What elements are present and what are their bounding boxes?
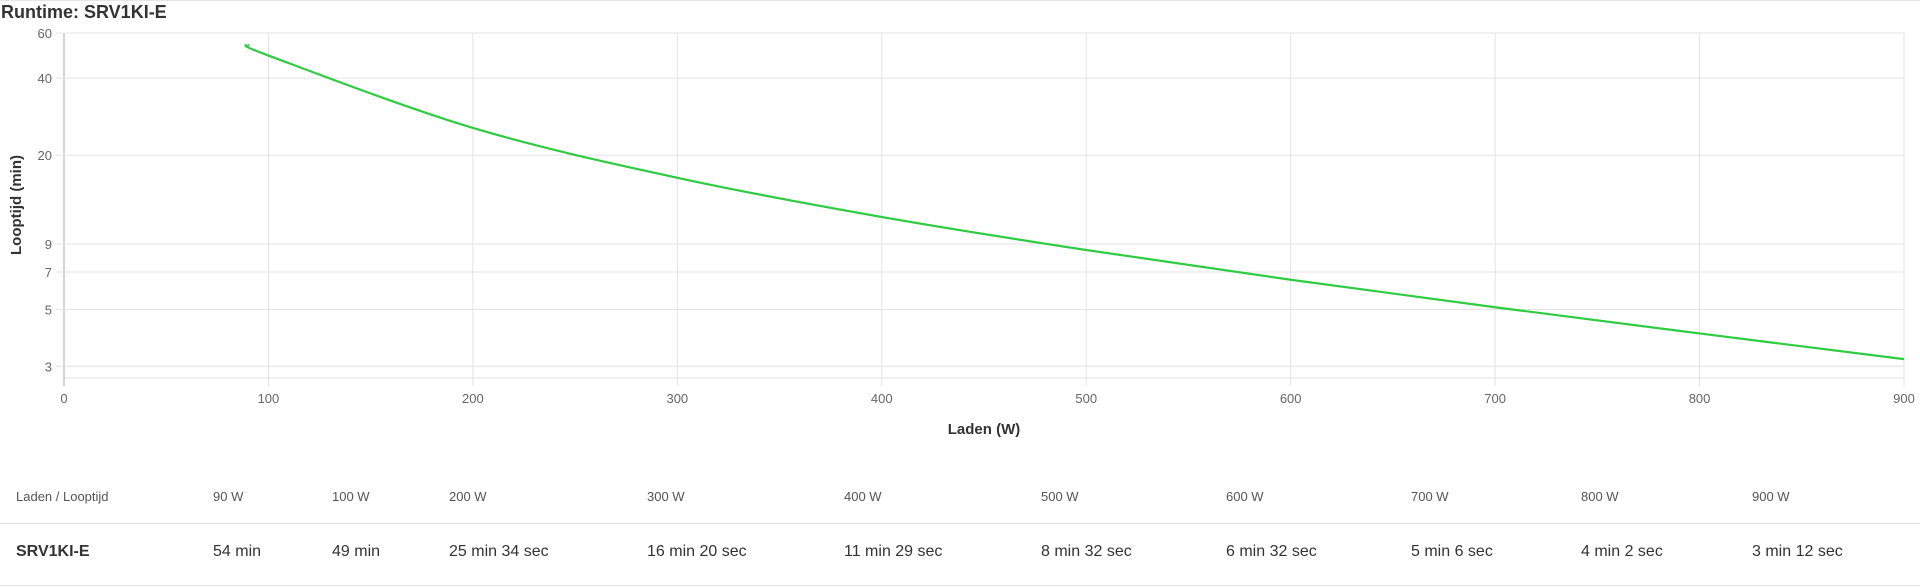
x-tick-label: 700 [1484, 391, 1506, 406]
chart-title: Runtime: SRV1KI-E [1, 2, 167, 22]
x-tick-label: 0 [60, 391, 67, 406]
table-header-label: Laden / Looptijd [16, 489, 109, 504]
table-cell: 11 min 29 sec [844, 543, 943, 560]
table-column-header: 200 W [449, 489, 487, 504]
table-cell: 25 min 34 sec [449, 543, 549, 560]
y-tick-label: 40 [38, 71, 52, 86]
table-bottom-border [0, 585, 1920, 586]
x-tick-label: 500 [1075, 391, 1097, 406]
table-cell: 16 min 20 sec [647, 543, 747, 560]
table-column-header: 400 W [844, 489, 882, 504]
x-tick-label: 200 [462, 391, 484, 406]
y-tick-label: 3 [45, 359, 52, 374]
table-column-header: 300 W [647, 489, 685, 504]
runtime-chart: 0 100 200 300 400 500 600 700 800 900 60 40 20 9 7 5 3 L… [8, 26, 1915, 438]
table-row-name: SRV1KI-E [16, 543, 90, 560]
table-cell: 8 min 32 sec [1041, 543, 1132, 560]
x-tick-label: 300 [666, 391, 688, 406]
top-border [0, 0, 1920, 1]
x-tick-label: 100 [258, 391, 280, 406]
table-cell: 4 min 2 sec [1581, 543, 1663, 560]
table-column-header: 800 W [1581, 489, 1619, 504]
table-cell: 3 min 12 sec [1752, 543, 1843, 560]
y-tick-label: 20 [38, 148, 52, 163]
table-column-header: 600 W [1226, 489, 1264, 504]
table-column-header: 700 W [1411, 489, 1449, 504]
table-cell: 5 min 6 sec [1411, 543, 1493, 560]
table-column-header: 100 W [332, 489, 370, 504]
table-column-header: 500 W [1041, 489, 1079, 504]
table-cell: 6 min 32 sec [1226, 543, 1317, 560]
x-tick-label: 900 [1893, 391, 1915, 406]
x-tick-label: 400 [871, 391, 893, 406]
table-cell: 49 min [332, 543, 381, 560]
x-tick-label: 800 [1689, 391, 1711, 406]
table-column-header: 900 W [1752, 489, 1790, 504]
table-divider [0, 523, 1920, 524]
table-column-header: 90 W [213, 489, 244, 504]
y-tick-label: 60 [38, 26, 52, 41]
x-tick-label: 600 [1280, 391, 1302, 406]
y-tick-label: 7 [45, 265, 52, 280]
x-axis-label: Laden (W) [948, 421, 1021, 438]
y-tick-label: 9 [45, 237, 52, 252]
table-cell: 54 min [213, 543, 262, 560]
y-axis-label: Looptijd (min) [8, 155, 25, 255]
runtime-curve [244, 43, 1905, 361]
plot-frame [63, 32, 1905, 379]
y-tick-label: 5 [45, 302, 52, 317]
